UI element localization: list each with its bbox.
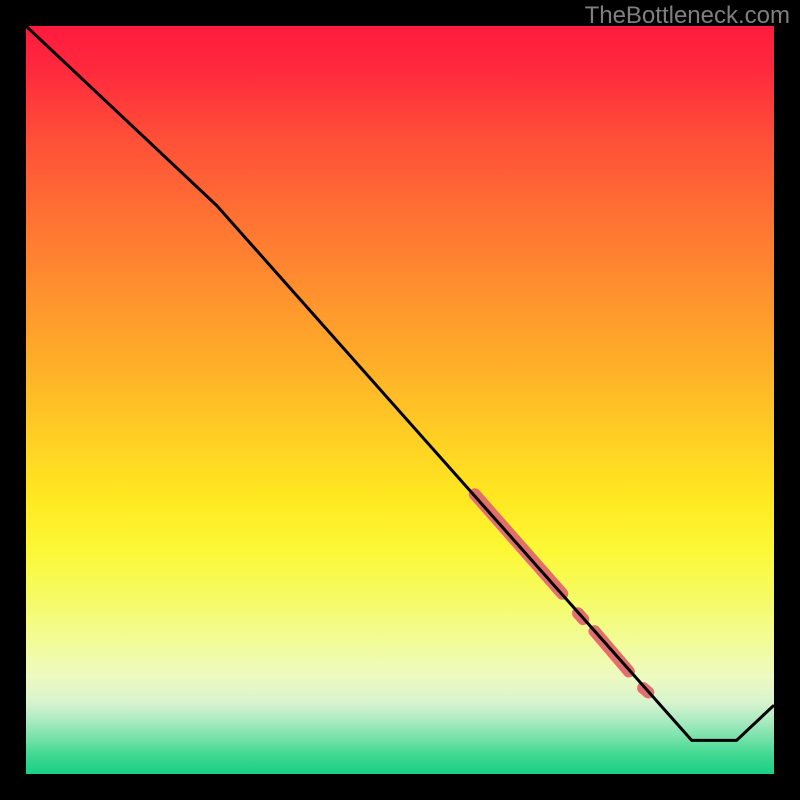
- chart-root: TheBottleneck.com: [0, 0, 800, 800]
- plot-background: [26, 26, 774, 774]
- bottleneck-chart: [0, 0, 800, 800]
